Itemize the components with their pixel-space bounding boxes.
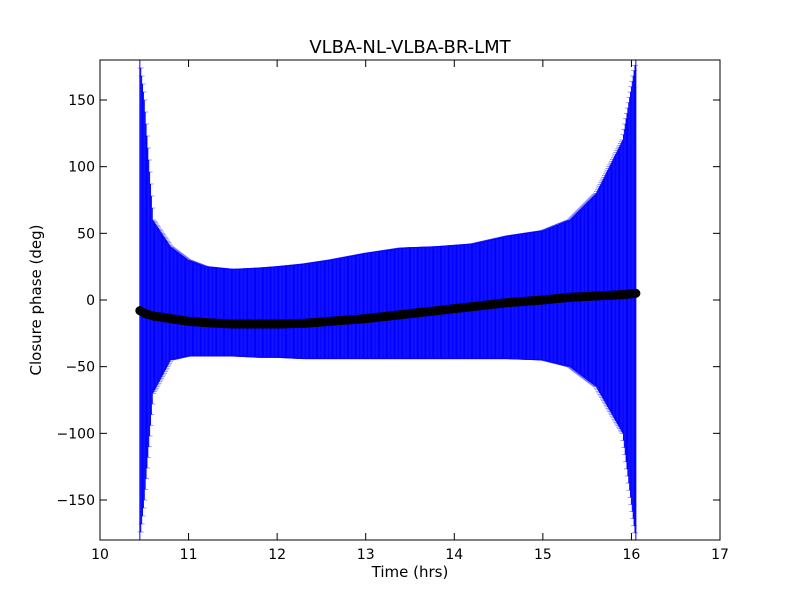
x-tick-label: 15 xyxy=(534,547,552,563)
y-tick-label: 100 xyxy=(68,160,95,176)
data-point xyxy=(631,288,641,298)
y-tick-label: −100 xyxy=(57,426,95,442)
x-tick-label: 17 xyxy=(711,547,729,563)
x-tick-label: 11 xyxy=(180,547,198,563)
y-axis-label: Closure phase (deg) xyxy=(27,225,45,376)
x-tick-label: 14 xyxy=(445,547,463,563)
x-tick-label: 10 xyxy=(91,547,109,563)
y-tick-label: 150 xyxy=(68,93,95,109)
x-axis-label: Time (hrs) xyxy=(371,563,449,581)
x-tick-label: 16 xyxy=(623,547,641,563)
axis-ticks: 10 11 12 13 14 15 16 17 −150 −100 −50 0 50 100 150 xyxy=(57,60,729,563)
y-tick-label: −150 xyxy=(57,493,95,509)
axes-frame xyxy=(99,59,721,541)
y-tick-label: −50 xyxy=(65,360,95,376)
x-tick-label: 13 xyxy=(357,547,375,563)
x-tick-label: 12 xyxy=(268,547,286,563)
plot-area xyxy=(135,60,641,540)
y-tick-label: 50 xyxy=(77,226,95,242)
data-point-group xyxy=(135,288,641,329)
y-tick-label: 0 xyxy=(86,293,95,309)
chart-title: VLBA-NL-VLBA-BR-LMT xyxy=(309,37,511,58)
